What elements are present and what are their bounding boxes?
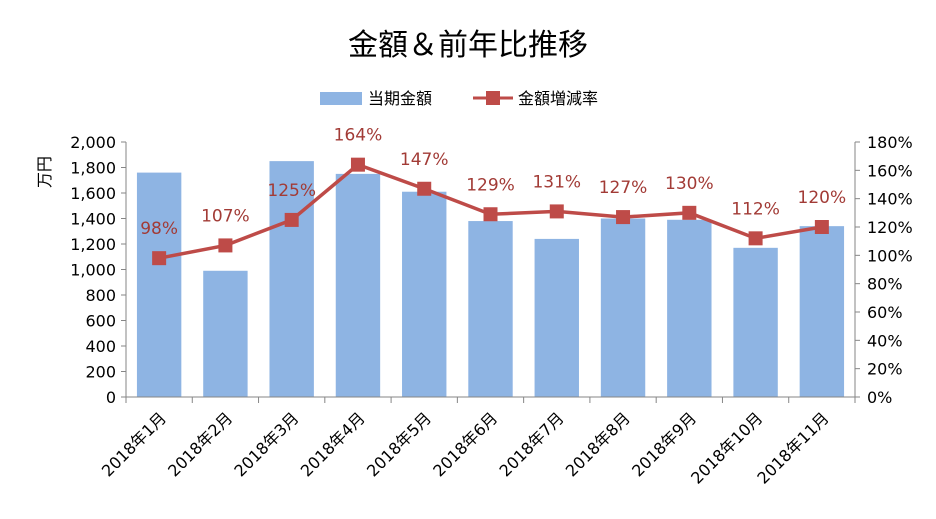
data-label: 127%: [599, 178, 648, 198]
data-label: 98%: [140, 219, 178, 239]
data-label: 112%: [731, 199, 780, 219]
x-tick-label: 2018年4月: [297, 408, 369, 480]
chart-title: 金額＆前年比推移: [348, 28, 588, 63]
right-tick-label: 80%: [867, 275, 903, 294]
left-tick-label: 2,000: [70, 133, 116, 152]
line-marker: [549, 204, 564, 219]
line-marker: [483, 207, 498, 222]
x-tick-label: 2018年6月: [429, 408, 501, 480]
data-label: 164%: [334, 126, 383, 146]
legend-marker: [486, 91, 500, 105]
bar: [269, 161, 314, 397]
line-marker: [682, 205, 697, 220]
bar: [600, 218, 646, 397]
left-tick-label: 1,800: [70, 159, 116, 178]
bar: [799, 226, 845, 397]
left-tick-label: 200: [85, 363, 116, 382]
data-label: 131%: [532, 172, 581, 192]
bar: [534, 238, 579, 397]
line-series: 98% 107% 125% 164% 147% 129% 131% 127% 130% 112% 1…: [140, 126, 846, 266]
x-axis: 2018年1月2018年2月2018年3月2018年4月2018年5月2018年…: [98, 396, 856, 488]
x-tick-label: 2018年2月: [164, 408, 236, 480]
left-tick-label: 400: [85, 337, 116, 356]
left-tick-label: 1,000: [70, 261, 116, 280]
right-axis: 0% 20% 40% 60% 80% 100% 120% 140% 160% 180%: [854, 133, 913, 407]
data-label: 107%: [201, 206, 250, 226]
right-tick-label: 40%: [867, 331, 903, 350]
left-tick-label: 1,200: [70, 235, 116, 254]
data-label: 130%: [665, 174, 714, 194]
bar: [733, 247, 778, 397]
line-marker: [748, 231, 763, 246]
data-label: 147%: [400, 150, 449, 170]
right-tick-label: 100%: [867, 246, 913, 265]
right-tick-label: 0%: [867, 388, 892, 407]
left-tick-label: 600: [85, 312, 116, 331]
legend-label-bar: 当期金額: [368, 89, 432, 108]
x-tick-label: 2018年8月: [562, 408, 634, 480]
legend-label-line: 金額増減率: [518, 89, 598, 108]
x-tick-label: 2018年1月: [98, 408, 170, 480]
x-tick-label: 2018年3月: [230, 408, 302, 480]
bar: [136, 172, 182, 397]
bar: [203, 270, 248, 397]
line-marker: [284, 212, 299, 227]
right-tick-label: 160%: [867, 161, 913, 180]
bar: [402, 191, 447, 397]
x-tick-label: 2018年9月: [628, 408, 700, 480]
bar: [335, 173, 381, 397]
right-tick-label: 120%: [867, 218, 913, 237]
x-tick-label: 2018年11月: [753, 408, 832, 487]
x-tick-label: 2018年5月: [363, 408, 435, 480]
line-marker: [616, 210, 631, 225]
legend: 当期金額 金額増減率: [320, 89, 598, 108]
right-tick-label: 180%: [867, 133, 913, 152]
left-tick-label: 0: [106, 388, 116, 407]
x-tick-label: 2018年7月: [496, 408, 568, 480]
right-tick-label: 20%: [867, 360, 903, 379]
left-tick-label: 1,400: [70, 210, 116, 229]
right-tick-label: 140%: [867, 190, 913, 209]
line-marker: [152, 251, 167, 266]
right-tick-label: 60%: [867, 303, 903, 322]
data-label: 125%: [267, 181, 316, 201]
left-tick-label: 800: [85, 286, 116, 305]
bar: [468, 221, 513, 397]
left-tick-label: 1,600: [70, 184, 116, 203]
line-marker: [417, 181, 432, 196]
line-marker: [814, 220, 829, 234]
left-axis: 0 200 400 600 800 1,000 1,200 1,400 1,600 1,800 2,…: [70, 133, 127, 407]
y-axis-title: 万円: [35, 156, 54, 188]
bar-series: [136, 161, 845, 397]
line-marker: [218, 238, 233, 253]
bar: [667, 219, 712, 397]
data-label: 120%: [798, 188, 847, 208]
line-marker: [350, 157, 365, 172]
legend-swatch-bar: [320, 92, 362, 105]
data-label: 129%: [466, 175, 515, 195]
